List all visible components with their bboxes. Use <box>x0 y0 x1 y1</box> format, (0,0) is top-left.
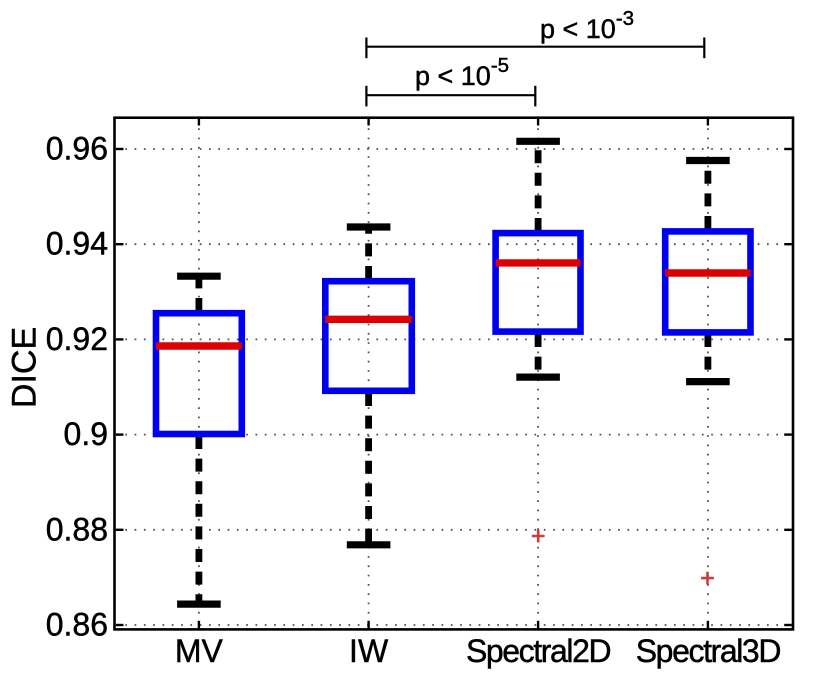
svg-text:0.88: 0.88 <box>46 511 108 547</box>
svg-text:IW: IW <box>349 633 389 669</box>
svg-text:0.96: 0.96 <box>46 131 108 167</box>
svg-text:0.92: 0.92 <box>46 321 108 357</box>
svg-text:MV: MV <box>175 633 224 669</box>
svg-text:DICE: DICE <box>5 327 43 408</box>
svg-text:0.86: 0.86 <box>46 607 108 643</box>
svg-text:Spectral2D: Spectral2D <box>466 633 611 669</box>
svg-text:0.9: 0.9 <box>64 416 108 452</box>
svg-text:0.94: 0.94 <box>46 226 108 262</box>
svg-text:Spectral3D: Spectral3D <box>636 633 781 669</box>
